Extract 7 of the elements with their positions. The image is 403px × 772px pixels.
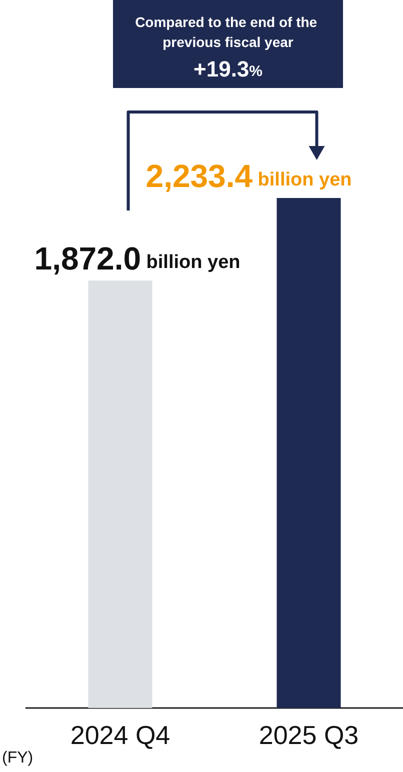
x-tick-label: 2025 Q3 (258, 720, 359, 750)
text: Compared to the end of the previous fiscal year (135, 14, 321, 50)
text: +19.3% (193, 56, 263, 82)
data-label: 1,872.0 billion yen (34, 240, 240, 277)
data-label: 2,233.4 billion yen (146, 158, 352, 194)
x-axis-title: (FY) (2, 750, 34, 766)
x-tick-label: 2024 Q4 (70, 720, 170, 750)
